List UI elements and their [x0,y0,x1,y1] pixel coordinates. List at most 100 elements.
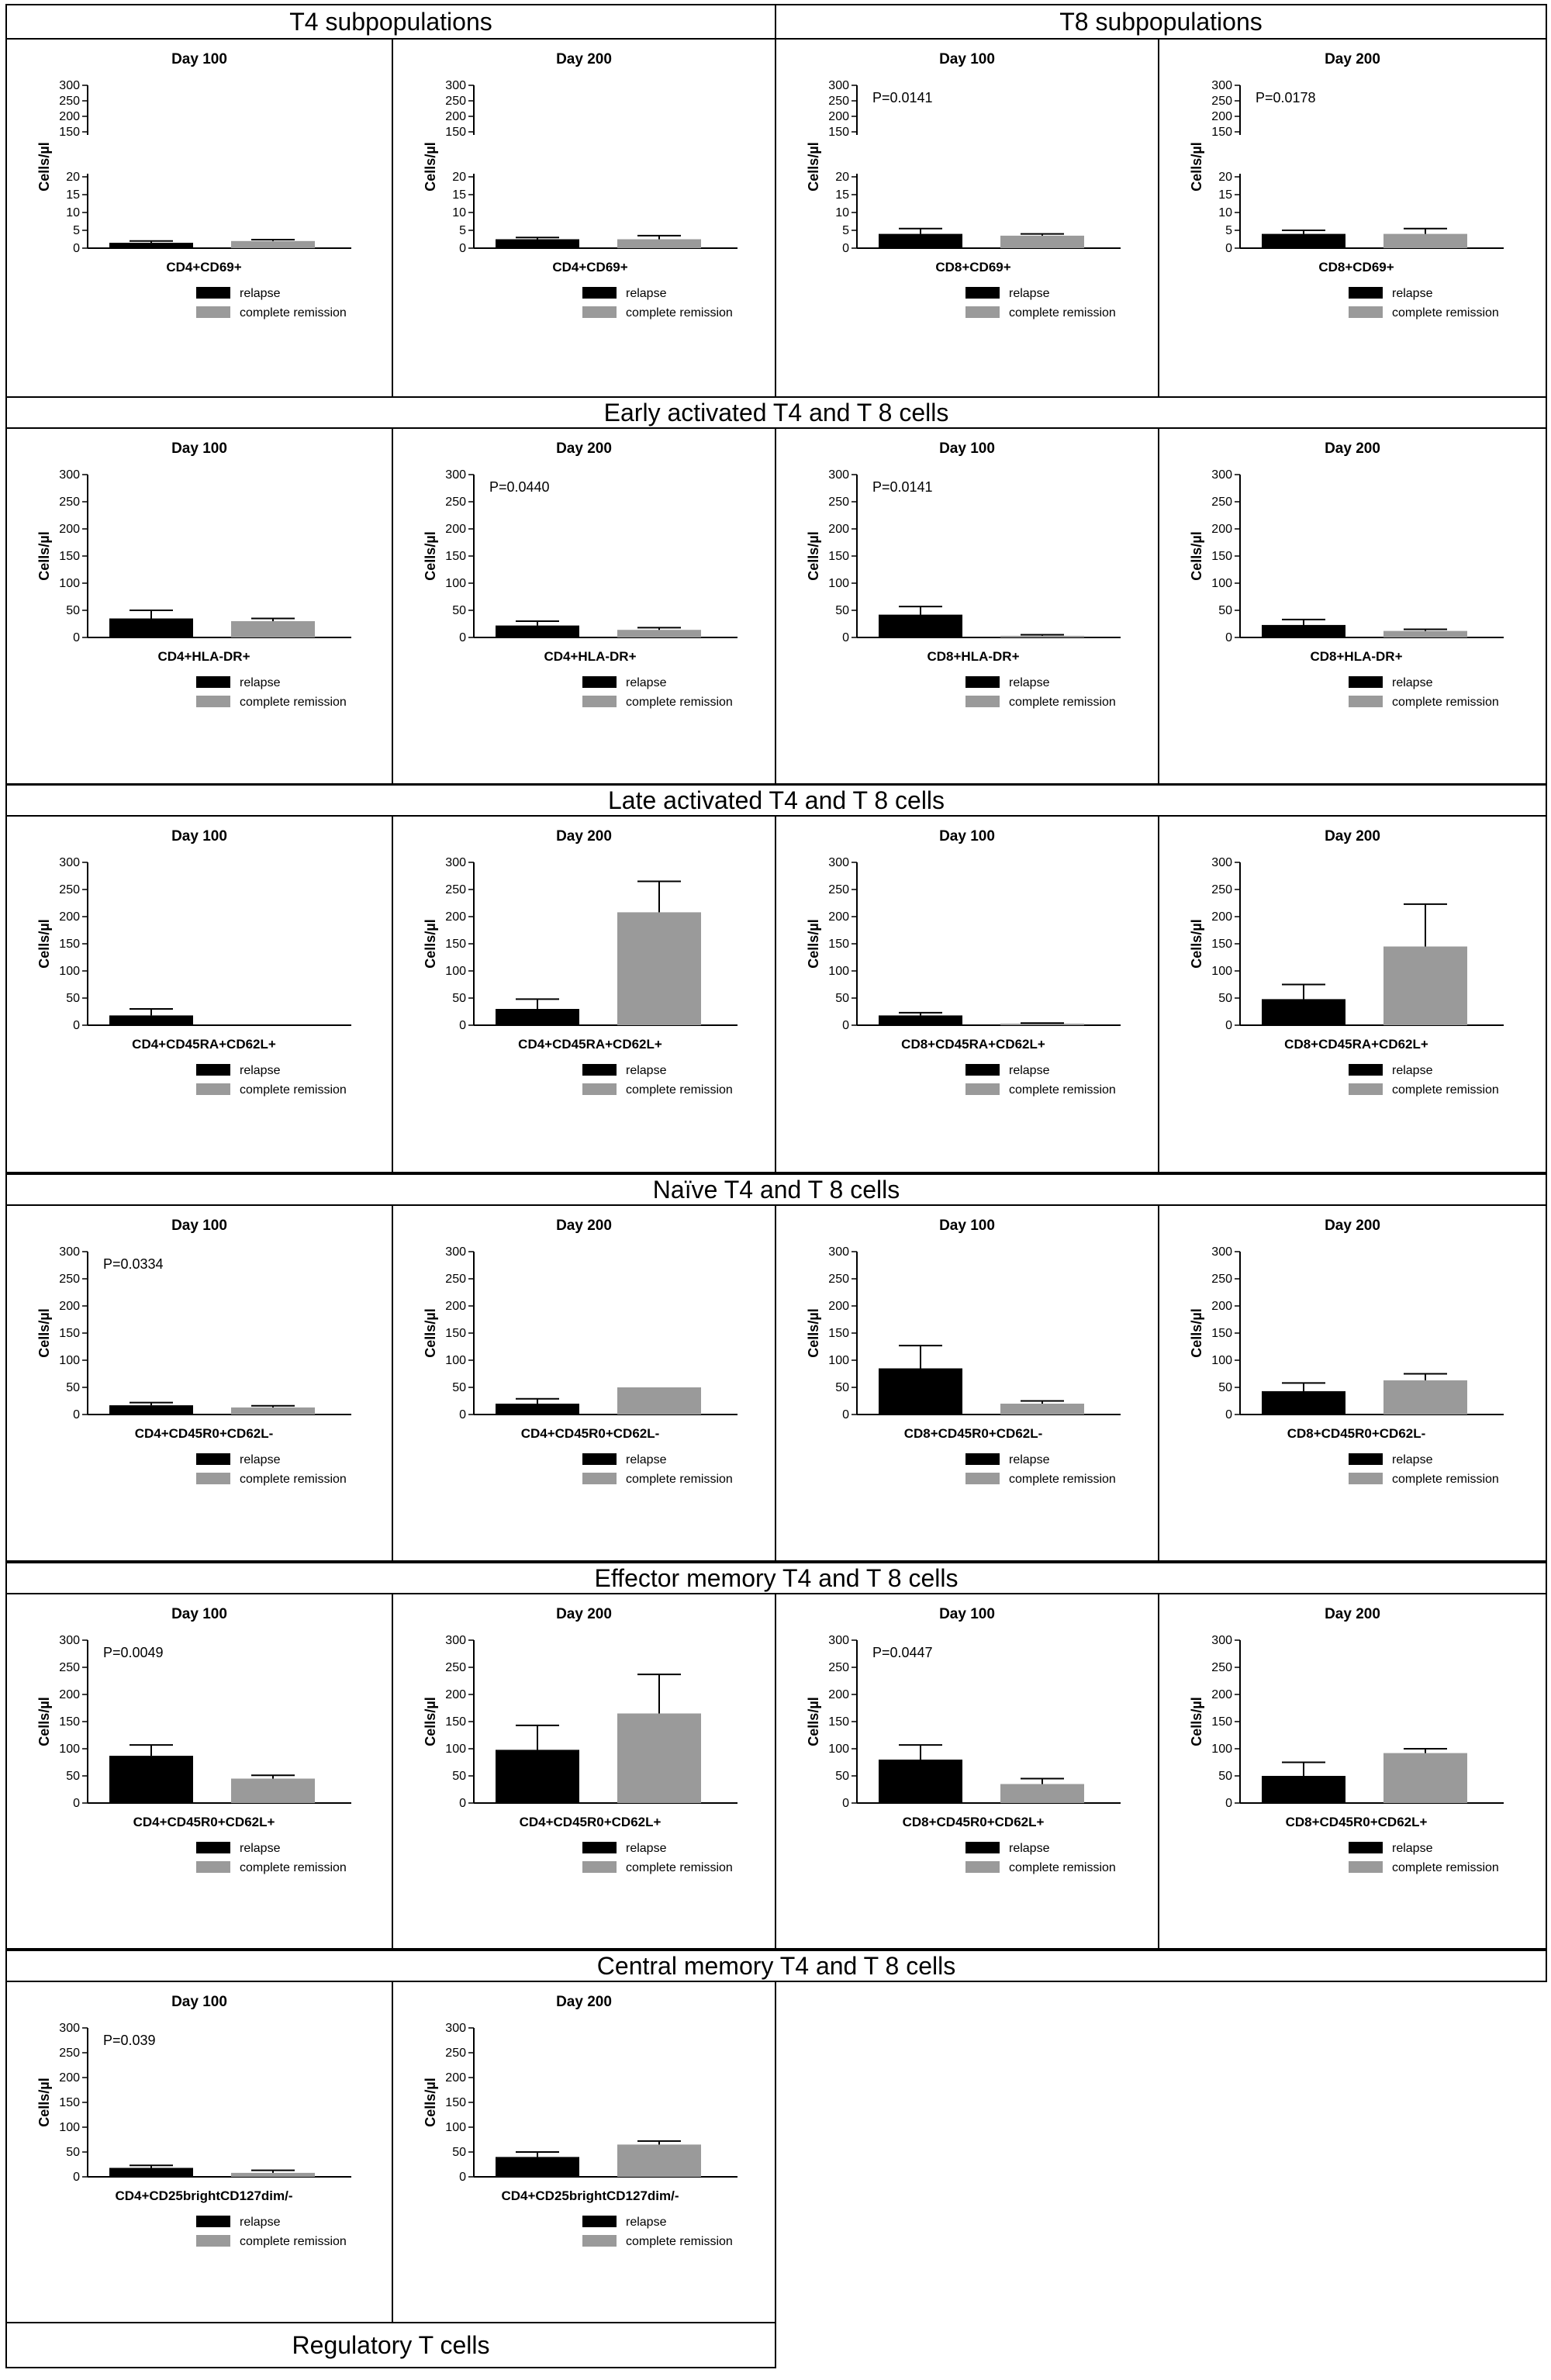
y-tick-label: 0 [459,1797,466,1810]
bar-complete-remission [1000,1404,1084,1415]
legend-label-relapse: relapse [1392,287,1433,300]
panel-border [392,815,776,1173]
y-tick-label: 0 [459,1019,466,1032]
bar-relapse [879,233,962,248]
legend-label-relapse: relapse [240,676,281,689]
y-tick-label: 300 [59,468,80,482]
y-tick-label: 50 [835,1381,849,1394]
y-tick-label: 250 [445,1273,466,1286]
y-tick-label: 100 [59,577,80,590]
x-axis-label: CD4+CD45R0+CD62L+ [133,1815,275,1829]
legend-label-complete-remission: complete remission [626,1083,733,1097]
y-axis-label: Cells/µl [423,2078,438,2126]
y-tick-label: 150 [445,126,466,139]
legend-label-complete-remission: complete remission [1009,1083,1116,1097]
chart-panel: Day 200 0 50 100 150 200 250 300 Cells/µl P=0.044… [392,427,776,785]
chart-title: Day 200 [556,828,612,845]
bar-relapse [109,1756,193,1803]
y-tick-label: 0 [73,1408,80,1421]
y-tick-label: 150 [59,938,80,951]
y-tick-label: 0 [73,242,80,255]
legend-label-complete-remission: complete remission [1009,306,1116,320]
y-tick-label: 250 [445,2047,466,2060]
x-axis-label: CD4+CD45R0+CD62L- [521,1426,660,1441]
legend-label-relapse: relapse [1392,1453,1433,1466]
panel-border [5,815,393,1173]
bar-relapse [879,1015,962,1025]
y-axis-label: Cells/µl [423,919,438,968]
y-tick-label: 200 [1211,523,1232,536]
y-tick-label: 100 [1211,965,1232,978]
legend-label-complete-remission: complete remission [626,1861,733,1874]
panel-border [1158,38,1547,398]
y-tick-label: 5 [73,224,80,237]
p-value-label: P=0.0334 [103,1256,164,1272]
y-tick-label: 100 [828,965,849,978]
chart-title: Day 100 [171,828,227,845]
y-tick-label: 150 [828,1327,849,1340]
chart-panel: Day 200 0 50 100 150 200 250 300 Cells/µl CD4+CD4… [392,1593,776,1950]
axis-break [1237,135,1243,174]
panel-border [775,38,1159,398]
y-tick-label: 50 [1218,992,1232,1005]
bar-complete-remission [231,2172,315,2177]
legend-swatch-relapse [965,1064,1000,1076]
legend-label-relapse: relapse [626,287,667,300]
chart-panel: Day 100 0 5 10 15 20 150 200 250 300 Cells/µl P=0.0… [775,38,1159,398]
bar-relapse [496,1009,579,1025]
y-tick-label: 250 [59,883,80,896]
y-tick-label: 300 [828,468,849,482]
y-tick-label: 300 [59,79,80,92]
bar-complete-remission [617,1713,701,1803]
legend-label-complete-remission: complete remission [626,2235,733,2248]
y-tick-label: 50 [452,1770,466,1783]
y-tick-label: 250 [828,1273,849,1286]
y-tick-label: 250 [828,95,849,108]
y-tick-label: 300 [59,2022,80,2035]
y-tick-label: 200 [445,910,466,924]
legend-label-complete-remission: complete remission [240,1083,347,1097]
legend-swatch-relapse [582,287,617,299]
chart-title: Day 200 [556,440,612,457]
y-tick-label: 150 [1211,126,1232,139]
chart-panel: Day 200 0 50 100 150 200 250 300 Cells/µl CD8+HLA… [1158,427,1547,785]
y-axis-label: Cells/µl [806,1308,821,1357]
legend-swatch-complete-remission [196,306,230,318]
p-value-label: P=0.0049 [103,1645,164,1660]
y-tick-label: 200 [1211,1688,1232,1701]
y-tick-label: 200 [59,110,80,123]
legend-swatch-complete-remission [196,1473,230,1484]
chart-title: Day 100 [171,51,227,67]
bar-complete-remission [617,912,701,1025]
y-tick-label: 300 [1211,856,1232,869]
legend-swatch-relapse [965,287,1000,299]
y-tick-label: 20 [835,171,849,184]
bar-relapse [109,243,193,248]
y-tick-label: 100 [445,1743,466,1756]
chart-panel: Day 100 0 5 10 15 20 150 200 250 300 Cells/µl CD4+C… [5,38,393,398]
legend-label-complete-remission: complete remission [626,696,733,709]
chart-panel: Day 100 0 50 100 150 200 250 300 Cells/µl P=0.033… [5,1204,393,1562]
p-value-label: P=0.0447 [872,1645,933,1660]
bar-relapse [1262,999,1345,1025]
bar-complete-remission [617,1387,701,1415]
y-tick-label: 200 [828,910,849,924]
x-axis-label: CD8+CD45R0+CD62L- [904,1426,1043,1441]
legend-swatch-complete-remission [196,696,230,707]
y-tick-label: 0 [842,242,849,255]
bar-complete-remission [231,240,315,248]
y-axis-label: Cells/µl [1189,1308,1204,1357]
x-axis-label: CD8+HLA-DR+ [1310,649,1402,664]
legend-label-relapse: relapse [626,676,667,689]
y-axis-label: Cells/µl [806,1697,821,1746]
y-tick-label: 50 [66,992,80,1005]
legend-swatch-relapse [196,1842,230,1853]
y-tick-label: 50 [66,2146,80,2159]
y-tick-label: 150 [59,1327,80,1340]
y-tick-label: 0 [1225,1408,1232,1421]
legend-label-relapse: relapse [240,1453,281,1466]
y-tick-label: 250 [445,1661,466,1674]
y-tick-label: 0 [459,2171,466,2184]
chart-title: Day 200 [1325,828,1380,845]
